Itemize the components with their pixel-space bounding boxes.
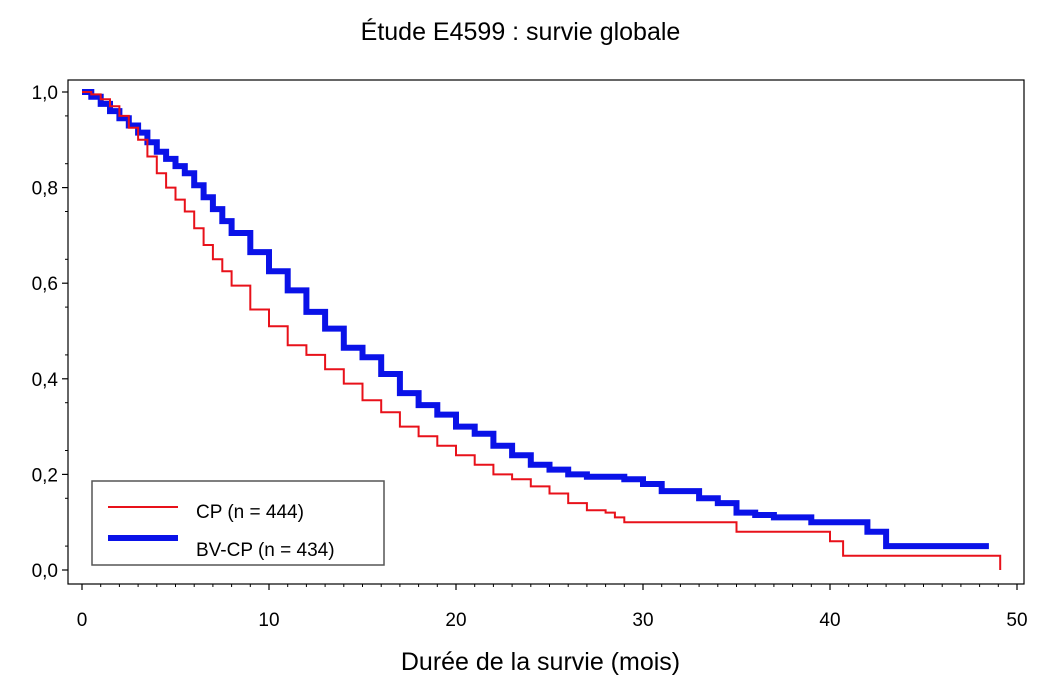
legend-label-bv-cp: BV-CP (n = 434): [196, 540, 335, 561]
chart-title: Étude E4599 : survie globale: [360, 18, 681, 46]
x-tick-label: 30: [632, 610, 653, 631]
y-tick-label: 0,4: [32, 370, 59, 391]
y-tick-label: 0,6: [32, 274, 58, 295]
series-lines: [82, 89, 1002, 570]
y-tick-label: 0,8: [32, 179, 58, 200]
legend-box: [91, 480, 385, 566]
y-axis-ticks: 0,0 0,2 0,4 0,6 0,8 1,0: [32, 83, 68, 582]
y-tick-label: 0,2: [32, 465, 58, 486]
y-tick-label: 1,0: [32, 83, 58, 104]
x-tick-label: 0: [77, 610, 88, 631]
y-tick-label: 0,0: [32, 561, 58, 582]
series-line-bv-cp: [82, 89, 989, 550]
legend: CP (n = 444) BV-CP (n = 434): [91, 480, 385, 566]
series-line-cp: [82, 91, 1002, 570]
legend-label-cp: CP (n = 444): [196, 502, 304, 523]
plot-frame-group: [67, 79, 1025, 585]
x-axis-label: Durée de la survie (mois): [400, 648, 681, 676]
x-tick-label: 20: [445, 610, 466, 631]
plot-frame: [67, 79, 1025, 585]
x-tick-label: 10: [258, 610, 279, 631]
x-axis-ticks: 0 10 20 30 40 50: [77, 584, 1028, 631]
x-tick-label: 40: [819, 610, 840, 631]
x-tick-label: 50: [1006, 610, 1027, 631]
